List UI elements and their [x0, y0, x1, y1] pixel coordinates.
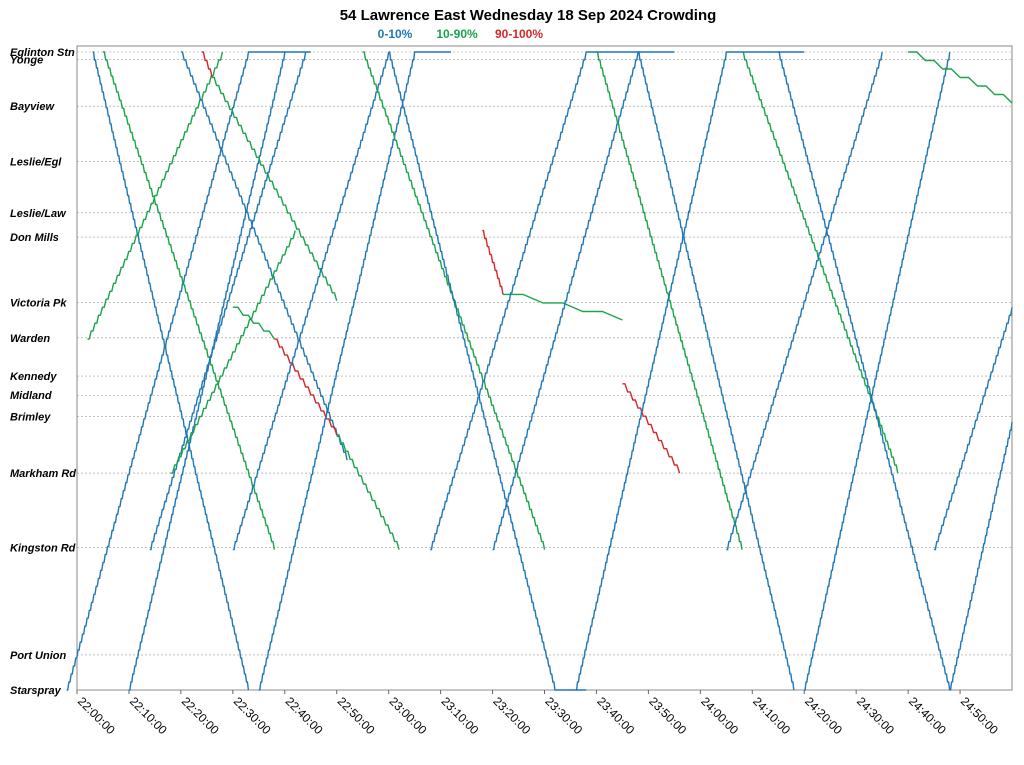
trip-line-19 [430, 51, 675, 551]
stop-label: Eglinton Stn [10, 47, 75, 59]
x-tick-label: 22:50:00 [335, 694, 378, 737]
x-tick-label: 22:10:00 [127, 694, 170, 737]
stop-label: Port Union [10, 650, 66, 662]
x-tick-label: 23:00:00 [387, 694, 430, 737]
stop-label: Markham Rd [10, 468, 76, 480]
trip-line-27 [778, 51, 951, 691]
x-tick-label: 24:20:00 [802, 694, 845, 737]
trip-line-9 [170, 230, 296, 474]
trip-line-26 [726, 51, 883, 551]
trip-line-13 [232, 51, 390, 551]
x-tick-label: 22:20:00 [179, 694, 222, 737]
trip-line-22 [596, 51, 743, 550]
stop-label: Leslie/Egl [10, 157, 62, 169]
stop-label: Bayview [10, 101, 55, 113]
time-tick-labels: 22:00:00 22:10:00 22:20:00 22:30:00 22:40:00… [75, 690, 1001, 737]
stop-label: Yonge [10, 55, 43, 67]
legend: 0-10% 10-90% 90-100% [378, 27, 544, 41]
trip-line-24 [638, 51, 795, 691]
trip-lines [66, 51, 1013, 691]
x-tick-label: 24:10:00 [750, 694, 793, 737]
trip-line-1 [92, 51, 250, 691]
trip-line-21 [622, 383, 681, 474]
stop-label: Kennedy [10, 371, 57, 383]
trip-line-16 [388, 51, 587, 691]
trip-line-15 [362, 51, 546, 550]
x-tick-label: 23:10:00 [438, 694, 481, 737]
stop-label: Leslie/Law [10, 208, 67, 220]
chart-title: 54 Lawrence East Wednesday 18 Sep 2024 C… [340, 7, 717, 24]
trip-line-17 [482, 229, 504, 295]
trip-line-10 [232, 306, 275, 340]
trip-line-28 [804, 51, 951, 691]
trip-line-20 [492, 51, 639, 551]
legend-item: 10-90% [436, 27, 478, 41]
x-tick-label: 23:30:00 [542, 694, 585, 737]
stop-label: Warden [10, 333, 50, 345]
stop-label: Don Mills [10, 232, 59, 244]
x-tick-label: 22:30:00 [231, 694, 274, 737]
legend-item: 90-100% [495, 27, 543, 41]
stop-label: Kingston Rd [10, 543, 76, 555]
stop-label: Midland [10, 390, 52, 402]
x-tick-label: 22:00:00 [75, 694, 118, 737]
trip-line-18 [502, 293, 623, 321]
trip-line-8 [149, 51, 307, 551]
x-tick-label: 24:00:00 [698, 694, 741, 737]
x-tick-label: 23:20:00 [490, 694, 533, 737]
x-tick-label: 23:50:00 [646, 694, 689, 737]
trip-line-12 [336, 434, 400, 550]
stop-label: Starspray [10, 685, 62, 697]
trip-line-4 [103, 51, 276, 550]
stop-label: Victoria Pk [10, 298, 67, 310]
trip-line-30 [934, 307, 1013, 551]
trip-line-7 [180, 51, 348, 461]
trip-line-31 [949, 421, 1013, 691]
trip-line-14 [258, 51, 451, 691]
plot-area [76, 45, 1013, 691]
legend-item: 0-10% [378, 27, 413, 41]
x-tick-label: 24:50:00 [958, 694, 1001, 737]
stop-label: Brimley [10, 411, 51, 423]
x-tick-label: 23:40:00 [594, 694, 637, 737]
trip-line-6 [212, 76, 338, 301]
trip-line-5 [201, 51, 213, 78]
x-tick-label: 22:40:00 [283, 694, 326, 737]
x-tick-label: 24:30:00 [854, 694, 897, 737]
trip-line-23 [575, 51, 805, 691]
x-tick-label: 24:40:00 [906, 694, 949, 737]
trip-line-29 [908, 51, 1013, 104]
